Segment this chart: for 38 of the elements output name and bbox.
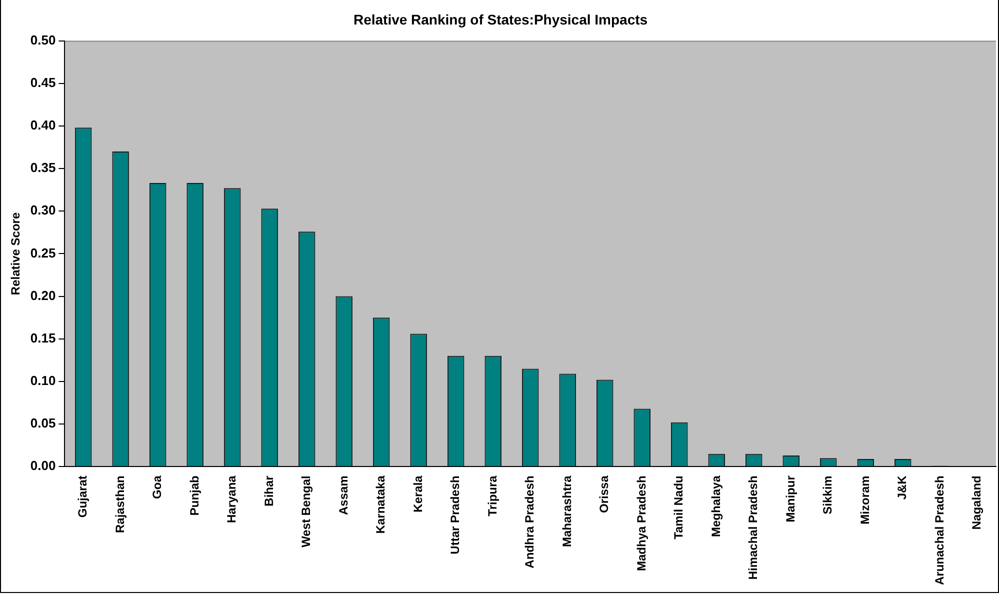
x-tick-label: Bihar xyxy=(262,475,276,506)
y-tick-label: 0.45 xyxy=(30,74,56,90)
y-tick-label: 0.05 xyxy=(30,416,56,431)
x-tick-label: J&K xyxy=(895,475,910,500)
x-tick-label: Goa xyxy=(150,475,164,499)
x-tick-label: Meghalaya xyxy=(708,475,723,537)
x-tick-label: Arunachal Pradesh xyxy=(932,476,946,586)
x-tick-label: West Bengal xyxy=(299,476,314,548)
y-tick-label: 0.00 xyxy=(30,458,56,474)
y-tick-label: 0.20 xyxy=(30,288,56,303)
x-tick-label: Gujarat xyxy=(76,476,90,518)
x-tick-label: Mizoram xyxy=(858,476,872,524)
x-tick-label: Himachal Pradesh xyxy=(746,476,760,580)
x-tick-label: Haryana xyxy=(224,475,239,524)
x-tick-label: Punjab xyxy=(187,476,202,516)
x-tick-label: Madhya Pradesh xyxy=(634,476,648,572)
x-tick-label: Andhra Pradesh xyxy=(522,476,537,568)
y-tick-label: 0.50 xyxy=(30,32,56,48)
x-tick-label: Assam xyxy=(336,476,350,515)
x-tick-label: Tripura xyxy=(485,475,500,516)
y-tick-label: 0.35 xyxy=(30,160,56,176)
x-tick-label: Nagaland xyxy=(970,476,984,530)
x-tick-label: Karnataka xyxy=(374,475,388,534)
x-tick-label: Manipur xyxy=(783,475,798,522)
y-tick-label: 0.30 xyxy=(30,202,56,218)
x-tick-label: Uttar Pradesh xyxy=(448,476,462,554)
x-tick-label: Sikkim xyxy=(820,476,835,514)
x-tick-label: Rajasthan xyxy=(112,476,127,533)
x-tick-label: Kerala xyxy=(410,475,425,512)
chart-title: Relative Ranking of States:Physical Impacts xyxy=(353,11,648,28)
y-tick-label: 0.40 xyxy=(30,118,56,133)
y-axis-title: Relative Score xyxy=(8,212,23,296)
x-tick-label: Maharashtra xyxy=(560,475,574,548)
x-tick-label: Tamil Nadu xyxy=(672,476,686,540)
y-tick-label: 0.10 xyxy=(30,373,56,388)
y-tick-label: 0.15 xyxy=(30,330,56,346)
y-tick-label: 0.25 xyxy=(30,245,56,260)
x-tick-label: Orissa xyxy=(597,475,612,513)
